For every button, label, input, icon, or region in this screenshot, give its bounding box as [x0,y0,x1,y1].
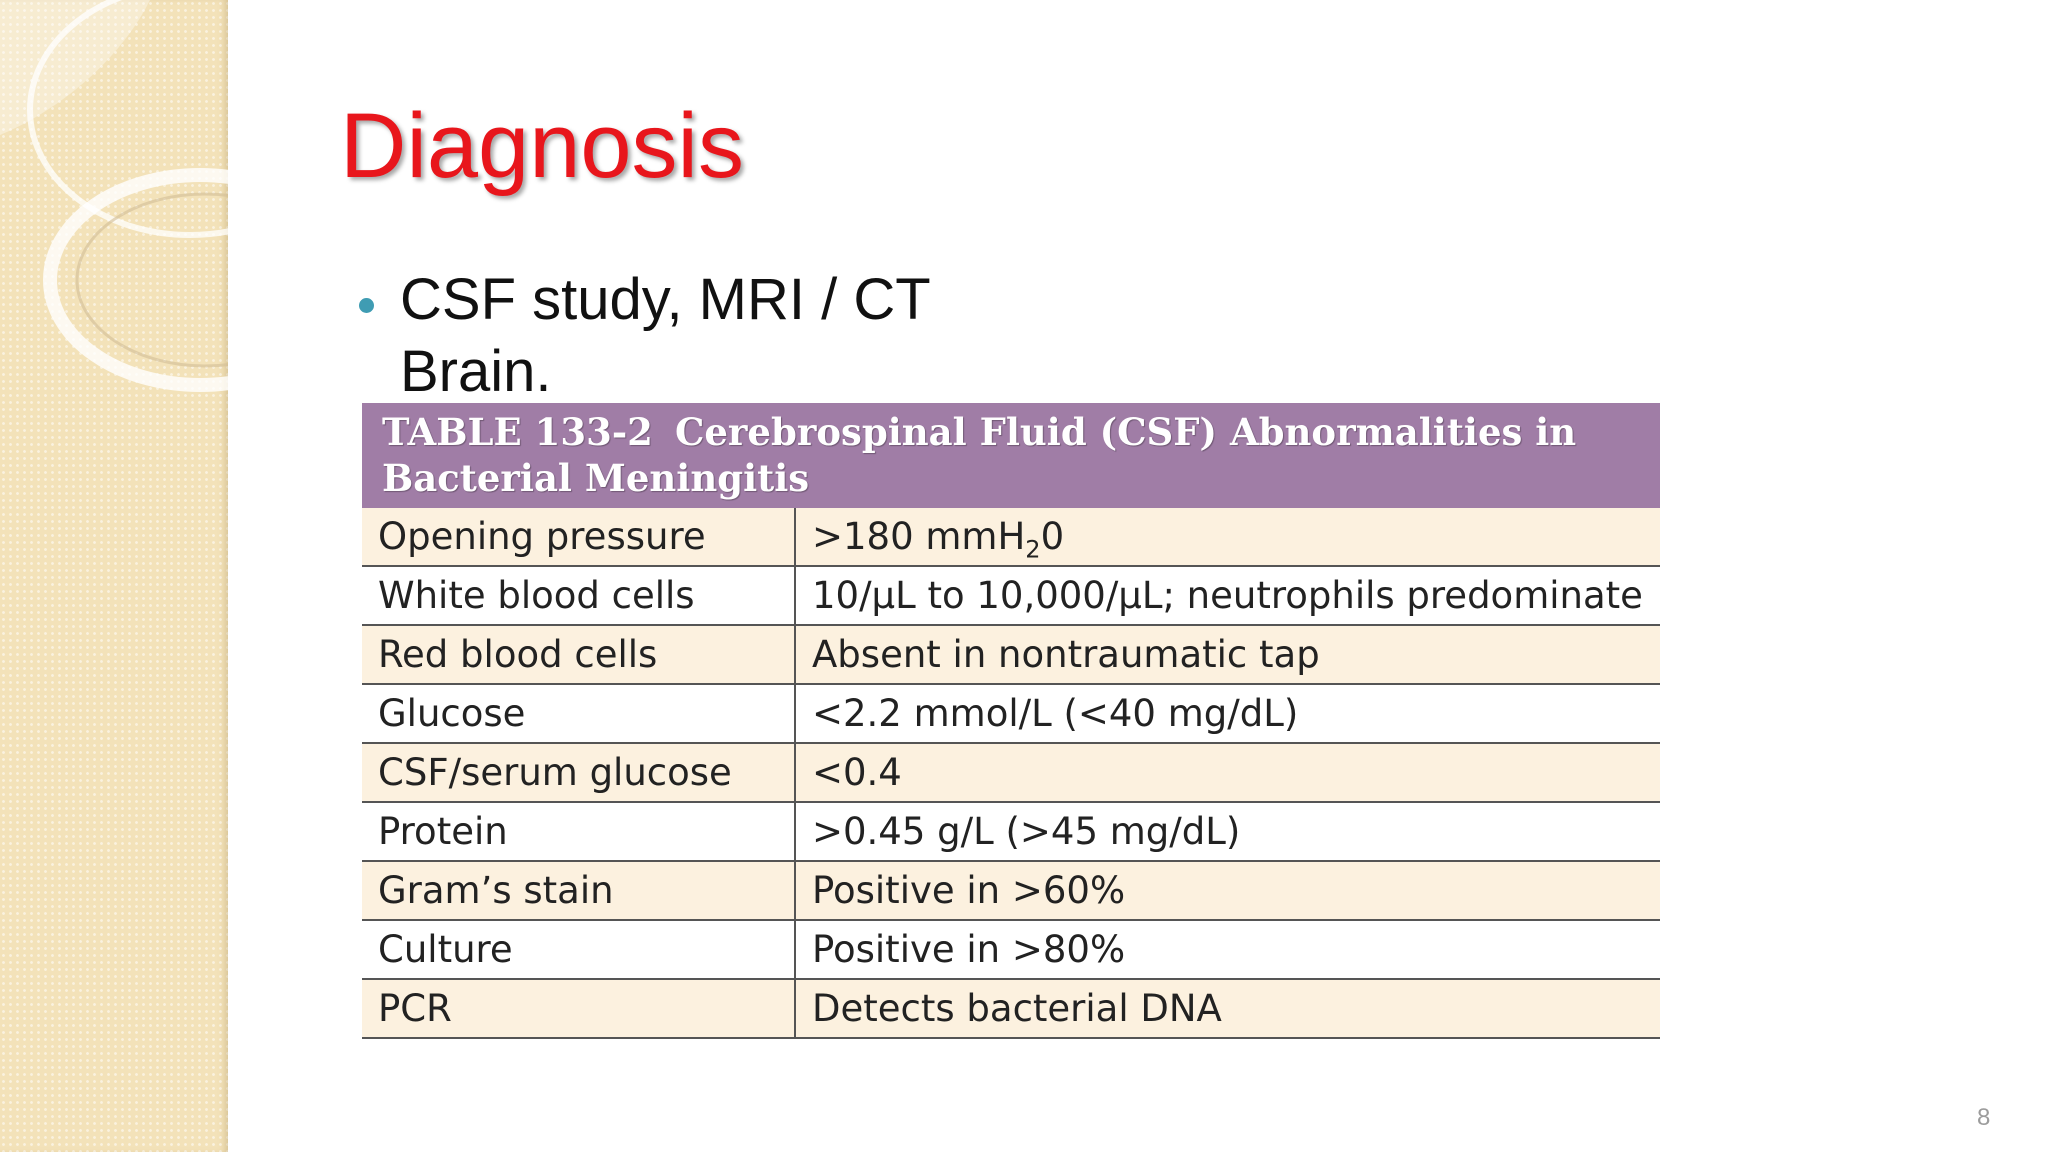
table-row: CSF/serum glucose <0.4 [362,744,1660,803]
row-label: PCR [362,980,796,1037]
row-value: Positive in >60% [812,869,1126,912]
row-label: White blood cells [362,567,796,624]
table-row: PCR Detects bacterial DNA [362,980,1660,1039]
row-label: Gram’s stain [362,862,796,919]
table-row: Glucose <2.2 mmol/L (<40 mg/dL) [362,685,1660,744]
row-value: <0.4 [812,751,902,794]
row-label: Protein [362,803,796,860]
row-label: CSF/serum glucose [362,744,796,801]
row-value: >180 mmH20 [812,515,1065,564]
bullet-text: CSF study, MRI / CT Brain. [400,264,1020,408]
row-value: >0.45 g/L (>45 mg/dL) [812,810,1241,853]
row-value: Positive in >80% [812,928,1126,971]
row-value: Detects bacterial DNA [812,987,1222,1030]
decorative-rings-icon [0,0,228,392]
row-value: <2.2 mmol/L (<40 mg/dL) [812,692,1299,735]
table-row: Opening pressure >180 mmH20 [362,508,1660,567]
table-caption: TABLE 133-2 Cerebrospinal Fluid (CSF) Abn… [362,403,1660,508]
slide-number: 8 [1977,1104,1991,1131]
bullet-icon [359,298,374,313]
table-caption-title: Cerebrospinal Fluid (CSF) Abnormalities … [382,410,1577,500]
table-row: Red blood cells Absent in nontraumatic t… [362,626,1660,685]
row-label: Red blood cells [362,626,796,683]
table-row: White blood cells 10/μL to 10,000/μL; ne… [362,567,1660,626]
table-row: Protein >0.45 g/L (>45 mg/dL) [362,803,1660,862]
row-label: Culture [362,921,796,978]
table-caption-number: TABLE 133-2 [382,410,653,454]
decorative-side-panel [0,0,228,1152]
bullet-line-1: CSF study, MRI / CT [400,267,931,332]
row-value: Absent in nontraumatic tap [812,633,1320,676]
table-row: Culture Positive in >80% [362,921,1660,980]
csf-abnormalities-table: TABLE 133-2 Cerebrospinal Fluid (CSF) Abn… [362,403,1660,1039]
row-label: Glucose [362,685,796,742]
table-row: Gram’s stain Positive in >60% [362,862,1660,921]
bullet-line-2: Brain. [400,339,552,404]
row-label: Opening pressure [362,508,796,565]
slide-title: Diagnosis [340,95,744,197]
row-value: 10/μL to 10,000/μL; neutrophils predomin… [812,574,1643,617]
